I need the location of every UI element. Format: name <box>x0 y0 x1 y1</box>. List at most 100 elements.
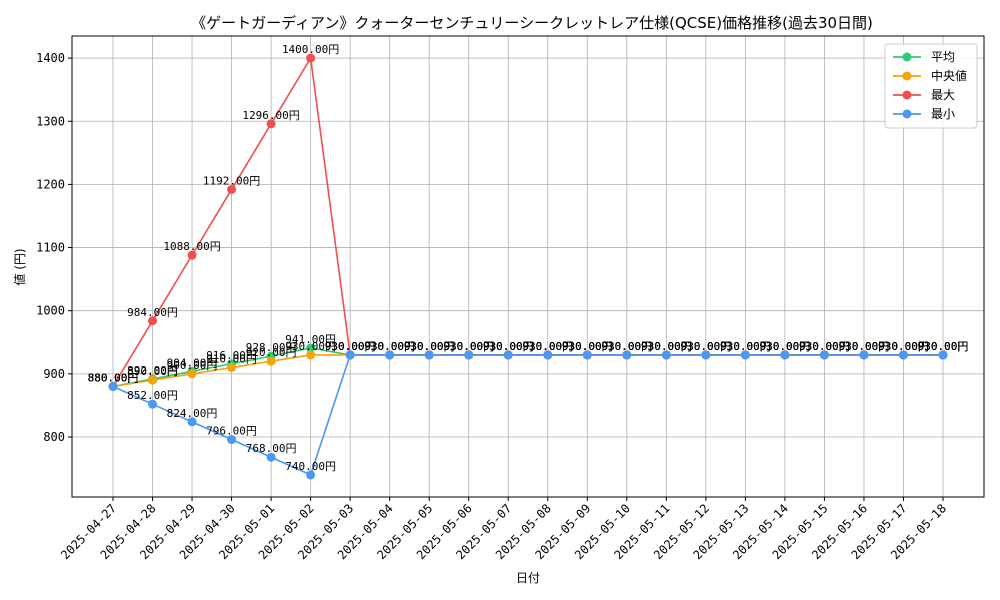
data-label: 930.00円 <box>443 340 494 353</box>
x-axis-title: 日付 <box>516 571 540 585</box>
data-label: 930.00円 <box>760 340 811 353</box>
data-label: 930.00円 <box>562 340 613 353</box>
data-label: 768.00円 <box>246 442 297 455</box>
data-label: 930.00円 <box>522 340 573 353</box>
data-label: 892.00円 <box>127 364 178 377</box>
series-layer <box>108 53 948 480</box>
data-label: 916.00円 <box>206 349 257 362</box>
data-label: 930.00円 <box>760 340 811 353</box>
data-label: 930.00円 <box>918 340 969 353</box>
series-4-point <box>819 350 829 360</box>
data-label: 930.00円 <box>799 340 850 353</box>
data-label: 930.00円 <box>443 340 494 353</box>
data-label: 930.00円 <box>641 340 692 353</box>
data-label: 852.00円 <box>127 389 178 402</box>
legend-marker-3 <box>902 90 912 100</box>
series-4-point <box>227 435 237 445</box>
data-label: 1088.00円 <box>163 240 220 253</box>
data-label: 930.00円 <box>918 340 969 353</box>
data-label: 930.00円 <box>562 340 613 353</box>
grid-lines <box>72 36 984 497</box>
data-label: 930.00円 <box>601 340 652 353</box>
data-label: 984.00円 <box>127 306 178 319</box>
data-label: 880.00円 <box>88 371 139 384</box>
series-3-point <box>227 184 237 194</box>
data-label: 930.00円 <box>601 340 652 353</box>
series-3-point <box>306 53 316 63</box>
data-label: 930.00円 <box>680 340 731 353</box>
series-4-point <box>108 381 118 391</box>
series-4-point <box>780 350 790 360</box>
data-label: 930.00円 <box>680 340 731 353</box>
series-line-4 <box>112 354 943 476</box>
data-label: 930.00円 <box>364 340 415 353</box>
data-label: 930.00円 <box>641 340 692 353</box>
data-label: 930.00円 <box>680 340 731 353</box>
data-label: 930.00円 <box>799 340 850 353</box>
series-4-point <box>543 350 553 360</box>
data-label: 930.00円 <box>483 340 534 353</box>
series-3-point <box>266 119 276 129</box>
legend-label-4: 最小 <box>931 107 955 121</box>
data-label: 930.00円 <box>522 340 573 353</box>
series-2-point <box>306 350 316 360</box>
data-label: 930.00円 <box>839 340 890 353</box>
legend-label-3: 最大 <box>931 88 955 102</box>
data-label: 930.00円 <box>680 340 731 353</box>
series-4-point <box>859 350 869 360</box>
data-label: 824.00円 <box>167 407 218 420</box>
series-4-point <box>740 350 750 360</box>
series-4-point <box>938 350 948 360</box>
data-label: 930.00円 <box>404 340 455 353</box>
data-label: 930.00円 <box>799 340 850 353</box>
series-4-point <box>424 350 434 360</box>
chart-title: 《ゲートガーディアン》クォーターセンチュリーシークレットレア仕様(QCSE)価格… <box>191 14 873 32</box>
y-axis-title: 値 (円) <box>12 248 27 285</box>
legend-marker-4 <box>902 109 912 119</box>
series-4-point <box>385 350 395 360</box>
data-label: 930.00円 <box>878 340 929 353</box>
data-label: 930.00円 <box>839 340 890 353</box>
data-label: 930.00円 <box>760 340 811 353</box>
plot-area-frame <box>71 35 985 498</box>
series-2-point <box>187 369 197 379</box>
data-label: 930.00円 <box>878 340 929 353</box>
legend-label-2: 中央値 <box>931 68 967 83</box>
data-label: 1192.00円 <box>203 174 260 187</box>
series-4-point <box>187 417 197 427</box>
data-label: 930.00円 <box>325 340 376 353</box>
data-label: 930.00円 <box>404 340 455 353</box>
y-tick-label: 1000 <box>36 304 65 318</box>
series-4-point <box>701 350 711 360</box>
series-4-point <box>306 470 316 480</box>
series-3-point <box>148 316 158 326</box>
data-label: 930.00円 <box>483 340 534 353</box>
series-4-point <box>582 350 592 360</box>
data-label: 796.00円 <box>206 425 257 438</box>
series-2-point <box>148 375 158 385</box>
data-label: 930.00円 <box>443 340 494 353</box>
data-label: 890.00円 <box>127 365 178 378</box>
data-label: 930.00円 <box>720 340 771 353</box>
y-tick-label: 1100 <box>36 241 65 255</box>
series-4-point <box>503 350 513 360</box>
series-4-point <box>464 350 474 360</box>
data-label: 900.00円 <box>167 359 218 372</box>
series-4-point <box>661 350 671 360</box>
data-label: 930.00円 <box>641 340 692 353</box>
data-label: 930.00円 <box>285 340 336 353</box>
data-label: 930.00円 <box>522 340 573 353</box>
data-label: 910.00円 <box>206 353 257 366</box>
data-label: 930.00円 <box>404 340 455 353</box>
data-label: 930.00円 <box>364 340 415 353</box>
data-label: 930.00円 <box>839 340 890 353</box>
data-label: 930.00円 <box>325 340 376 353</box>
data-label: 1400.00円 <box>282 43 339 56</box>
y-tick-label: 900 <box>43 367 65 381</box>
data-label: 1296.00円 <box>242 109 299 122</box>
data-label: 904.00円 <box>167 356 218 369</box>
data-label: 930.00円 <box>364 340 415 353</box>
series-4-point <box>345 350 355 360</box>
data-label: 930.00円 <box>720 340 771 353</box>
